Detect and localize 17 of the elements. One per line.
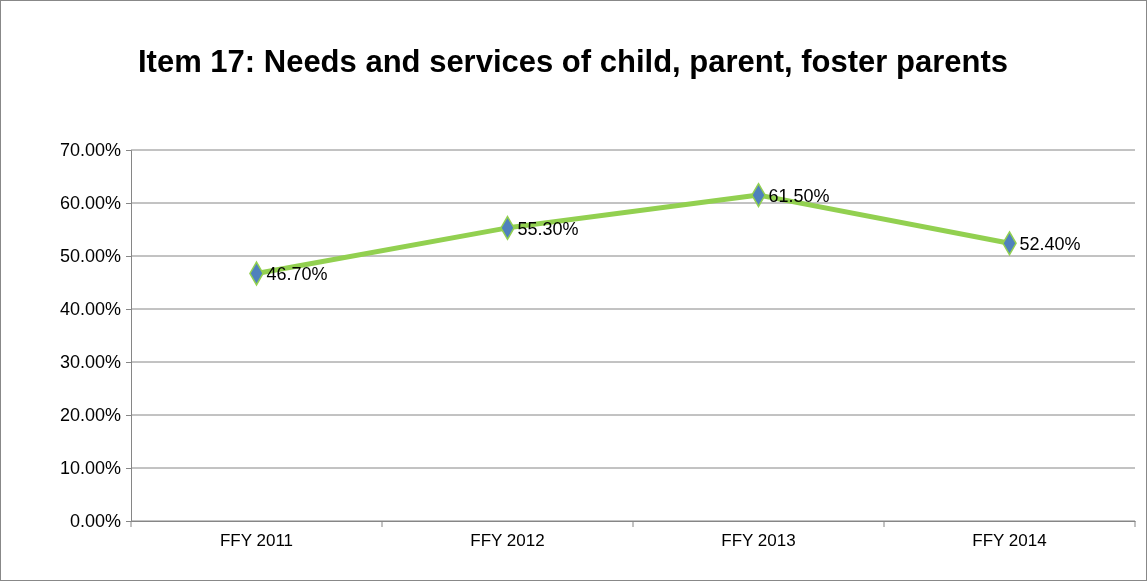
text: 55.30% (517, 218, 579, 239)
y-tick-label: 0.00% (69, 511, 121, 532)
y-tick-label: 60.00% (59, 193, 121, 214)
y-tick-label: 40.00% (59, 299, 121, 320)
text: 52.40% (1019, 234, 1081, 255)
x-tick-label: FFY 2014 (972, 531, 1047, 550)
y-tick-label: 30.00% (59, 352, 121, 373)
text: 46.70% (266, 264, 328, 285)
y-tick-label: 70.00% (59, 140, 121, 161)
x-tick-label: FFY 2013 (721, 531, 796, 550)
x-tick-label: FFY 2012 (470, 531, 545, 550)
text: 61.50% (768, 186, 830, 207)
y-tick-label: 50.00% (59, 246, 121, 267)
x-tick-label: FFY 2011 (219, 531, 294, 550)
y-tick-label: 10.00% (59, 458, 121, 479)
y-tick-label: 20.00% (59, 405, 121, 426)
chart-title: Item 17: Needs and services of child, parent, foster parents (137, 44, 1009, 79)
